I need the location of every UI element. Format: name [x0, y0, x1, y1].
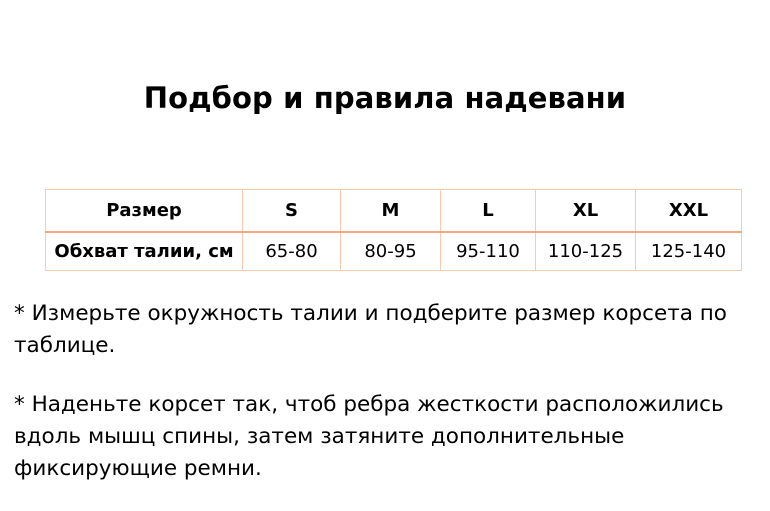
table-header-cell-size: Размер [45, 189, 243, 233]
table-cell-waist-xl: 110-125 [535, 231, 636, 271]
size-table-container: Размер S M L XL XXL Обхват талии, см 65-… [45, 189, 742, 271]
table-cell-waist-xxl: 125-140 [635, 231, 742, 271]
note-wear: * Наденьте корсет так, чтоб ребра жестко… [14, 392, 724, 481]
table-cell-waist-m: 80-95 [340, 231, 441, 271]
table-header-row: Размер S M L XL XXL [45, 189, 742, 233]
table-header-cell-xxl: XXL [635, 189, 742, 233]
table-header-cell-m: M [340, 189, 441, 233]
page-title: Подбор и правила надевани [143, 81, 627, 115]
table-header-cell-l: L [440, 189, 536, 233]
table-row-label-waist: Обхват талии, см [45, 231, 243, 271]
table-header-cell-xl: XL [535, 189, 636, 233]
note-measure: * Измерьте окружность талии и подберите … [14, 301, 727, 358]
table-cell-waist-l: 95-110 [440, 231, 536, 271]
table-cell-waist-s: 65-80 [242, 231, 341, 271]
size-table: Размер S M L XL XXL Обхват талии, см 65-… [45, 189, 742, 271]
notes-list: * Измерьте окружность талии и подберите … [14, 298, 758, 485]
table-row: Обхват талии, см 65-80 80-95 95-110 110-… [45, 231, 742, 271]
table-header-cell-s: S [242, 189, 341, 233]
